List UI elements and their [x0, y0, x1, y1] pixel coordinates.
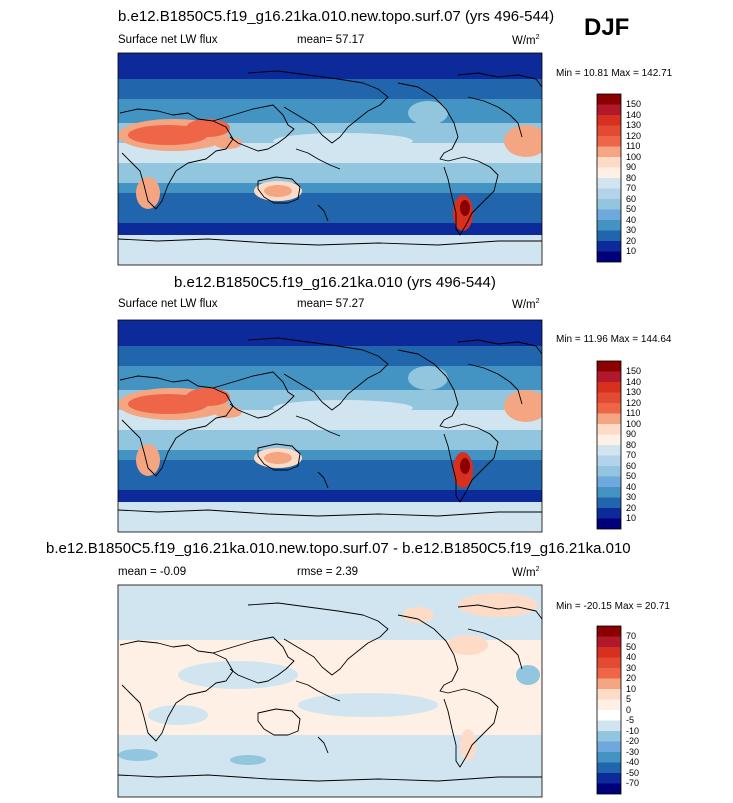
- panel-3-title: b.e12.B1850C5.f19_g16.21ka.010.new.topo.…: [46, 540, 631, 557]
- panel-3-colorbar: [596, 625, 622, 795]
- panel-3-colorbar-label: -40: [626, 757, 640, 767]
- panel-2-colorbar-label: 70: [626, 450, 637, 460]
- season-label: DJF: [584, 14, 630, 41]
- panel-3-colorbar-label: -10: [626, 726, 640, 736]
- panel-1-colorbar-label: 60: [626, 194, 637, 204]
- panel-1-colorbar-label: 80: [626, 173, 637, 183]
- panel-3-colorbar-label: 30: [626, 663, 637, 673]
- panel-3-colorbar-label: 50: [626, 642, 637, 652]
- panel-3-colorbar-label: 10: [626, 684, 637, 694]
- panel-2-colorbar-label: 100: [626, 419, 642, 429]
- panel-3-colorbar-label: -70: [626, 778, 640, 788]
- panel-1-title: b.e12.B1850C5.f19_g16.21ka.010.new.topo.…: [118, 8, 555, 25]
- panel-1-colorbar-label: 150: [626, 99, 642, 109]
- panel-1-colorbar-label: 70: [626, 183, 637, 193]
- panel-2-colorbar: [596, 360, 622, 530]
- panel-1-colorbar-label: 120: [626, 131, 642, 141]
- panel-3-colorbar-label: -5: [626, 715, 635, 725]
- panel-1-colorbar-label: 110: [626, 141, 641, 151]
- panel-2-colorbar-label: 110: [626, 408, 641, 418]
- panel-1-colorbar-label: 50: [626, 204, 637, 214]
- panel-3-colorbar-label: 40: [626, 652, 637, 662]
- panel-2-colorbar-label: 10: [626, 513, 637, 523]
- panel-1-colorbar-label: 10: [626, 246, 637, 256]
- panel-3-units: W/m2: [512, 566, 540, 579]
- panel-2-colorbar-label: 150: [626, 366, 642, 376]
- panel-3-colorbar-label: 20: [626, 673, 637, 683]
- panel-3-colorbar-label: 70: [626, 631, 637, 641]
- panel-3-map: [117, 584, 543, 798]
- panel-2-mean-label: mean= 57.27: [297, 298, 365, 310]
- panel-2-colorbar-label: 20: [626, 503, 637, 513]
- panel-3-rmse-label: rmse = 2.39: [297, 566, 359, 578]
- panel-1-units: W/m2: [512, 34, 540, 47]
- panel-2-map: [117, 319, 543, 533]
- panel-3-colorbar-label: -30: [626, 747, 640, 757]
- panel-1-colorbar-label: 100: [626, 152, 642, 162]
- panel-2-colorbar-label: 40: [626, 482, 637, 492]
- panel-2-colorbar-label: 130: [626, 387, 642, 397]
- panel-1-variable-label: Surface net LW flux: [118, 34, 218, 46]
- panel-3-minmax: Min = -20.15 Max = 20.71: [556, 601, 670, 612]
- panel-1-colorbar-label: 30: [626, 225, 637, 235]
- panel-2-units: W/m2: [512, 298, 540, 311]
- panel-1-colorbar: [596, 93, 622, 263]
- panel-2-colorbar-label: 30: [626, 492, 637, 502]
- panel-3-colorbar-label: -50: [626, 768, 640, 778]
- panel-3-colorbar-label: 0: [626, 705, 632, 715]
- panel-1-colorbar-label: 140: [626, 110, 642, 120]
- panel-3-colorbar-label: 5: [626, 694, 632, 704]
- panel-2-minmax: Min = 11.96 Max = 144.64: [556, 334, 672, 345]
- panel-1-colorbar-label: 20: [626, 236, 637, 246]
- panel-2-variable-label: Surface net LW flux: [118, 298, 218, 310]
- panel-1-colorbar-label: 130: [626, 120, 642, 130]
- panel-2-colorbar-label: 50: [626, 471, 637, 481]
- panel-3-mean-label: mean = -0.09: [118, 566, 187, 578]
- panel-2-colorbar-label: 90: [626, 429, 637, 439]
- panel-2-colorbar-label: 120: [626, 398, 642, 408]
- panel-2-colorbar-label: 140: [626, 377, 642, 387]
- panel-1-map: [117, 52, 543, 266]
- panel-1-colorbar-label: 90: [626, 162, 637, 172]
- panel-3-colorbar-label: -20: [626, 736, 640, 746]
- panel-1-minmax: Min = 10.81 Max = 142.71: [556, 68, 673, 79]
- panel-2-colorbar-label: 80: [626, 440, 637, 450]
- panel-2-title: b.e12.B1850C5.f19_g16.21ka.010 (yrs 496-…: [174, 274, 496, 291]
- panel-1-colorbar-label: 40: [626, 215, 637, 225]
- panel-1-mean-label: mean= 57.17: [297, 34, 365, 46]
- panel-2-colorbar-label: 60: [626, 461, 637, 471]
